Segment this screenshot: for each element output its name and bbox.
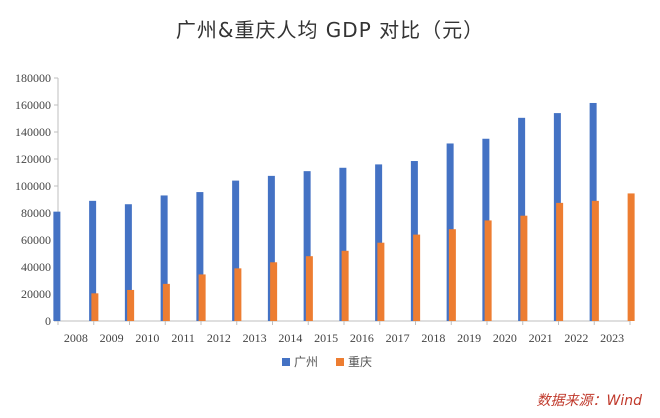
bar-guangzhou	[124, 204, 132, 321]
bar-guangzhou	[53, 211, 61, 321]
x-tick-label: 2023	[600, 331, 624, 345]
y-tick-label: 140000	[15, 125, 51, 139]
bar-chongqing	[484, 220, 492, 321]
bar-guangzhou	[339, 167, 347, 321]
x-tick-label: 2014	[278, 331, 302, 345]
legend-label: 重庆	[348, 355, 372, 369]
y-tick-label: 0	[45, 314, 51, 328]
source-note: 数据来源：Wind	[536, 393, 643, 409]
bar-chongqing	[413, 234, 421, 321]
bar-guangzhou	[160, 195, 168, 321]
bar-chongqing	[341, 250, 349, 321]
bar-chongqing	[127, 289, 135, 321]
x-tick-label: 2018	[421, 331, 445, 345]
x-tick-label: 2009	[100, 331, 124, 345]
x-tick-label: 2008	[64, 331, 88, 345]
x-axis: 2008 2009 2010 2011 2012 2013 2014 2015 2016 2017…	[57, 320, 631, 345]
y-axis: 0 20000 40000 60000 80000 100000 120000 140000 1…	[15, 71, 59, 328]
bar-guangzhou	[89, 200, 97, 321]
legend-swatch	[336, 358, 344, 366]
y-tick-label: 20000	[21, 287, 51, 301]
x-tick-label: 2012	[207, 331, 231, 345]
legend-label: 广州	[294, 355, 318, 369]
chart-title: 广州&重庆人均 GDP 对比（元）	[175, 18, 485, 42]
bar-chongqing	[91, 293, 99, 321]
y-tick-label: 180000	[15, 71, 51, 85]
y-tick-label: 60000	[21, 233, 51, 247]
bar-chongqing	[305, 256, 313, 321]
x-tick-label: 2016	[350, 331, 374, 345]
legend-swatch	[282, 358, 290, 366]
bar-chongqing	[556, 202, 564, 321]
bar-chongqing	[162, 283, 170, 321]
y-tick-label: 40000	[21, 260, 51, 274]
x-tick-label: 2022	[564, 331, 588, 345]
x-tick-label: 2011	[171, 331, 195, 345]
bar-series-group	[53, 102, 635, 321]
x-tick-label: 2019	[457, 331, 481, 345]
chart-legend: 广州 重庆	[282, 355, 372, 369]
bar-chongqing	[198, 274, 206, 321]
bar-chongqing	[520, 215, 528, 321]
bar-chongqing	[627, 193, 635, 321]
bar-guangzhou	[232, 180, 240, 321]
y-tick-label: 100000	[15, 179, 51, 193]
bar-chongqing	[377, 242, 385, 321]
x-tick-label: 2021	[529, 331, 553, 345]
x-tick-label: 2013	[243, 331, 267, 345]
y-tick-label: 120000	[15, 152, 51, 166]
x-tick-label: 2015	[314, 331, 338, 345]
x-tick-label: 2017	[386, 331, 410, 345]
x-tick-label: 2010	[135, 331, 159, 345]
bar-guangzhou	[267, 175, 275, 321]
bar-chongqing	[591, 200, 599, 321]
bar-chongqing	[234, 268, 242, 321]
bar-guangzhou	[196, 192, 204, 321]
bar-chongqing	[448, 229, 456, 321]
x-tick-label: 2020	[493, 331, 517, 345]
bar-guangzhou	[303, 171, 311, 321]
bar-chongqing	[270, 262, 278, 321]
y-tick-label: 80000	[21, 206, 51, 220]
y-tick-label: 160000	[15, 98, 51, 112]
